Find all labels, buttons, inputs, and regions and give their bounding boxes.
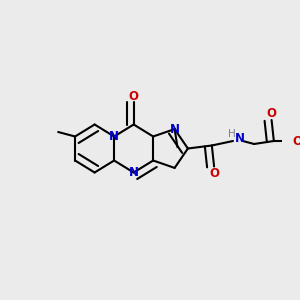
Text: H: H [228, 128, 236, 139]
Text: O: O [129, 89, 139, 103]
Text: N: N [129, 166, 139, 179]
Text: O: O [293, 134, 300, 148]
Text: O: O [267, 107, 277, 120]
Text: N: N [169, 123, 180, 136]
Text: N: N [235, 132, 245, 145]
Text: N: N [109, 130, 119, 143]
Text: O: O [209, 167, 219, 180]
